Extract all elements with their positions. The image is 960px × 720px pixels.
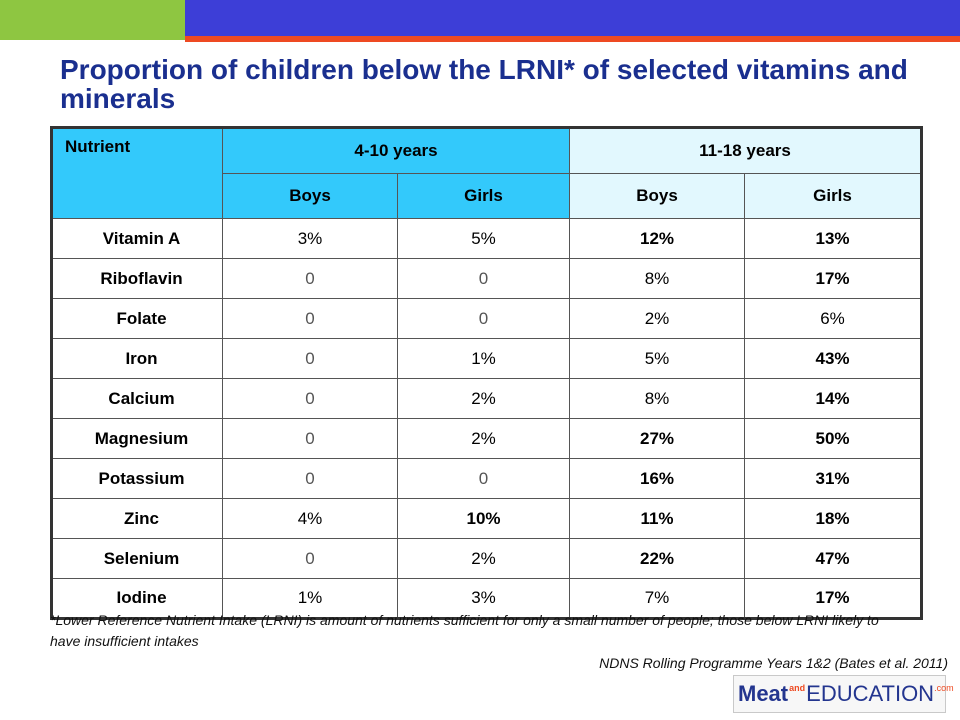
- value-cell-girls-4-10: 3%: [397, 578, 570, 619]
- value-cell-boys-4-10: 4%: [222, 498, 398, 539]
- nutrient-name-cell: Vitamin A: [51, 218, 223, 259]
- value-cell-girls-11-18: 6%: [743, 298, 923, 339]
- header-4-10-years: 4-10 years: [222, 127, 570, 174]
- logo-com-text: .com: [934, 683, 954, 693]
- value-cell-boys-11-18: 11%: [569, 498, 745, 539]
- value-cell-boys-4-10: 0: [222, 418, 398, 459]
- value-cell-girls-4-10: 2%: [397, 418, 570, 459]
- value-cell-boys-4-10: 0: [222, 298, 398, 339]
- subheader-girls-4-10: Girls: [397, 173, 570, 219]
- table-row: Folate 0 0 2% 6%: [51, 298, 923, 339]
- value-cell-girls-4-10: 5%: [397, 218, 570, 259]
- value-cell-boys-11-18: 22%: [569, 538, 745, 579]
- nutrient-table: Nutrient 4-10 years 11-18 years Boys Gir…: [50, 126, 924, 620]
- value-cell-boys-4-10: 0: [222, 458, 398, 499]
- nutrient-name-cell: Folate: [51, 298, 223, 339]
- value-cell-boys-11-18: 2%: [569, 298, 745, 339]
- value-cell-boys-11-18: 16%: [569, 458, 745, 499]
- value-cell-boys-4-10: 0: [222, 538, 398, 579]
- table-header-row: Nutrient 4-10 years 11-18 years: [51, 127, 923, 219]
- value-cell-girls-11-18: 31%: [743, 458, 923, 499]
- table-row: Iodine 1% 3% 7% 17%: [51, 578, 923, 619]
- nutrient-name-cell: Riboflavin: [51, 258, 223, 299]
- table-row: Iron 0 1% 5% 43%: [51, 338, 923, 379]
- banner-green-block: [0, 0, 185, 40]
- logo-education-text: EDUCATION: [806, 681, 935, 706]
- value-cell-boys-4-10: 3%: [222, 218, 398, 259]
- footnote: *Lower Reference Nutrient Intake (LRNI) …: [50, 612, 879, 649]
- source-citation: NDNS Rolling Programme Years 1&2 (Bates …: [599, 655, 948, 671]
- value-cell-boys-11-18: 27%: [569, 418, 745, 459]
- value-cell-girls-4-10: 10%: [397, 498, 570, 539]
- value-cell-girls-11-18: 47%: [743, 538, 923, 579]
- meat-and-education-logo: Meat and EDUCATION .com: [733, 675, 954, 713]
- nutrient-name-cell: Selenium: [51, 538, 223, 579]
- subheader-boys-4-10: Boys: [222, 173, 398, 219]
- value-cell-girls-4-10: 2%: [397, 538, 570, 579]
- value-cell-girls-11-18: 13%: [743, 218, 923, 259]
- banner-blue-bar: [185, 0, 960, 36]
- nutrient-name-cell: Calcium: [51, 378, 223, 419]
- value-cell-boys-4-10: 0: [222, 338, 398, 379]
- nutrient-name-cell: Potassium: [51, 458, 223, 499]
- value-cell-boys-11-18: 5%: [569, 338, 745, 379]
- value-cell-girls-4-10: 2%: [397, 378, 570, 419]
- nutrient-name-cell: Iodine: [51, 578, 223, 619]
- value-cell-girls-11-18: 14%: [743, 378, 923, 419]
- value-cell-girls-11-18: 43%: [743, 338, 923, 379]
- nutrient-name-cell: Iron: [51, 338, 223, 379]
- value-cell-boys-11-18: 12%: [569, 218, 745, 259]
- value-cell-girls-11-18: 17%: [743, 578, 923, 619]
- table-row: Riboflavin 0 0 8% 17%: [51, 258, 923, 299]
- value-cell-girls-11-18: 50%: [743, 418, 923, 459]
- value-cell-boys-4-10: 0: [222, 258, 398, 299]
- banner-orange-stripe: [185, 36, 960, 42]
- table-row: Selenium 0 2% 22% 47%: [51, 538, 923, 579]
- value-cell-girls-4-10: 0: [397, 258, 570, 299]
- logo-meat-text: Meat: [738, 681, 789, 706]
- value-cell-boys-11-18: 8%: [569, 378, 745, 419]
- value-cell-boys-4-10: 1%: [222, 578, 398, 619]
- nutrient-name-cell: Zinc: [51, 498, 223, 539]
- header-nutrient: Nutrient: [51, 127, 223, 219]
- table-row: Zinc 4% 10% 11% 18%: [51, 498, 923, 539]
- value-cell-girls-11-18: 18%: [743, 498, 923, 539]
- value-cell-boys-4-10: 0: [222, 378, 398, 419]
- value-cell-girls-11-18: 17%: [743, 258, 923, 299]
- logo-and-text: and: [789, 683, 806, 693]
- value-cell-girls-4-10: 0: [397, 458, 570, 499]
- value-cell-girls-4-10: 0: [397, 298, 570, 339]
- nutrient-name-cell: Magnesium: [51, 418, 223, 459]
- value-cell-boys-11-18: 7%: [569, 578, 745, 619]
- slide-title: Proportion of children below the LRNI* o…: [60, 54, 908, 114]
- table-row: Calcium 0 2% 8% 14%: [51, 378, 923, 419]
- table-row: Potassium 0 0 16% 31%: [51, 458, 923, 499]
- subheader-boys-11-18: Boys: [569, 173, 745, 219]
- subheader-girls-11-18: Girls: [743, 173, 923, 219]
- table-body: Vitamin A 3% 5% 12% 13% Riboflavin 0 0 8% 17% Fola…: [51, 218, 923, 619]
- table-row: Magnesium 0 2% 27% 50%: [51, 418, 923, 459]
- table-row: Vitamin A 3% 5% 12% 13%: [51, 218, 923, 259]
- value-cell-girls-4-10: 1%: [397, 338, 570, 379]
- header-11-18-years: 11-18 years: [568, 127, 923, 174]
- value-cell-boys-11-18: 8%: [569, 258, 745, 299]
- table-subheader-row: Boys Girls Boys Girls: [52, 173, 923, 219]
